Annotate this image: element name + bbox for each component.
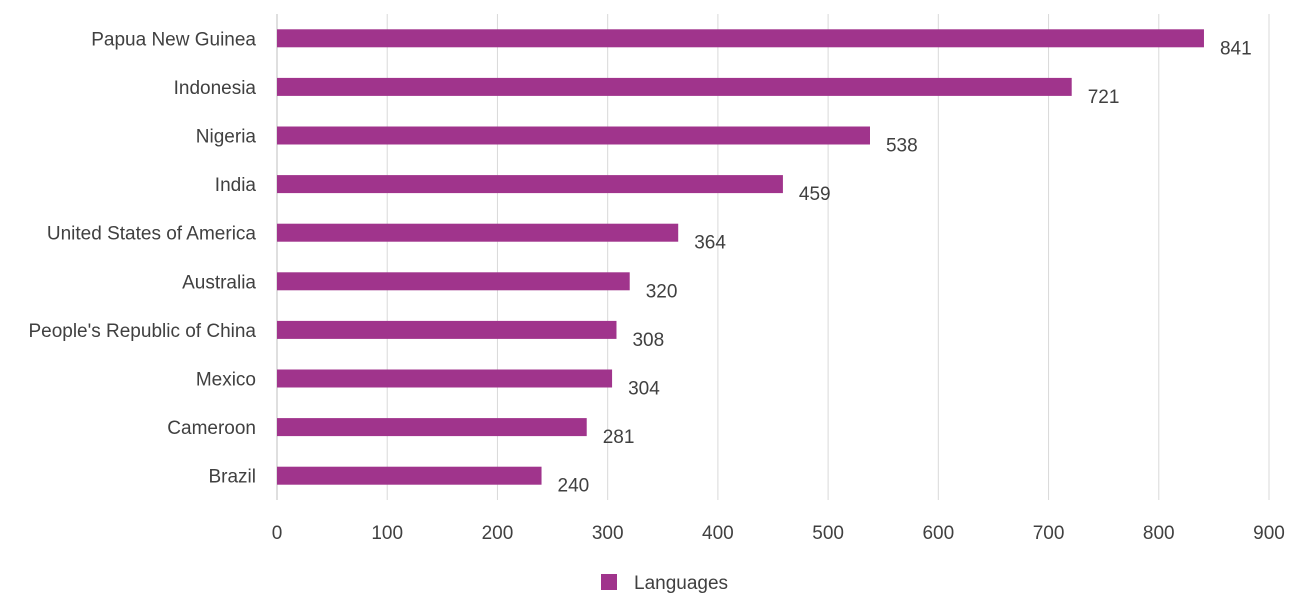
data-label: 459 (799, 184, 831, 205)
x-axis-tick-labels: 0 100 200 300 400 500 600 700 800 900 (272, 523, 1285, 544)
x-tick-label: 700 (1033, 523, 1065, 544)
x-tick-label: 400 (702, 523, 734, 544)
bars (277, 29, 1204, 485)
category-label: Cameroon (167, 418, 256, 439)
bar (277, 466, 542, 485)
category-label: Australia (182, 272, 256, 293)
category-label: United States of America (47, 224, 257, 245)
bar (277, 126, 870, 145)
legend: Languages (601, 573, 728, 594)
x-tick-label: 600 (922, 523, 954, 544)
bar (277, 223, 679, 242)
data-label: 240 (558, 476, 590, 497)
bar (277, 320, 617, 339)
category-label: India (215, 175, 257, 196)
x-tick-label: 900 (1253, 523, 1285, 544)
x-tick-label: 800 (1143, 523, 1175, 544)
bar (277, 77, 1072, 96)
x-tick-label: 100 (371, 523, 403, 544)
category-label: Nigeria (196, 127, 257, 148)
category-label: Papua New Guinea (91, 29, 256, 50)
category-label: Mexico (196, 370, 256, 391)
category-labels: Papua New Guinea Indonesia Nigeria India Uni… (28, 29, 256, 487)
data-label: 841 (1220, 38, 1252, 59)
data-labels: 841 721 538 459 364 320 308 304 281 240 (558, 38, 1252, 496)
legend-label: Languages (634, 573, 728, 594)
bar (277, 272, 630, 291)
bar (277, 418, 587, 437)
bar (277, 175, 783, 194)
x-tick-label: 200 (482, 523, 514, 544)
data-label: 308 (632, 330, 664, 351)
bar (277, 369, 613, 388)
data-label: 320 (646, 281, 678, 302)
data-label: 721 (1088, 87, 1120, 108)
x-tick-label: 300 (592, 523, 624, 544)
x-tick-label: 0 (272, 523, 283, 544)
data-label: 304 (628, 379, 660, 400)
data-label: 281 (603, 427, 635, 448)
data-label: 538 (886, 136, 918, 157)
category-label: People's Republic of China (28, 321, 256, 342)
category-label: Indonesia (174, 78, 257, 99)
legend-swatch (601, 574, 617, 590)
bar (277, 29, 1204, 48)
data-label: 364 (694, 233, 726, 254)
category-label: Brazil (208, 467, 256, 488)
x-tick-label: 500 (812, 523, 844, 544)
